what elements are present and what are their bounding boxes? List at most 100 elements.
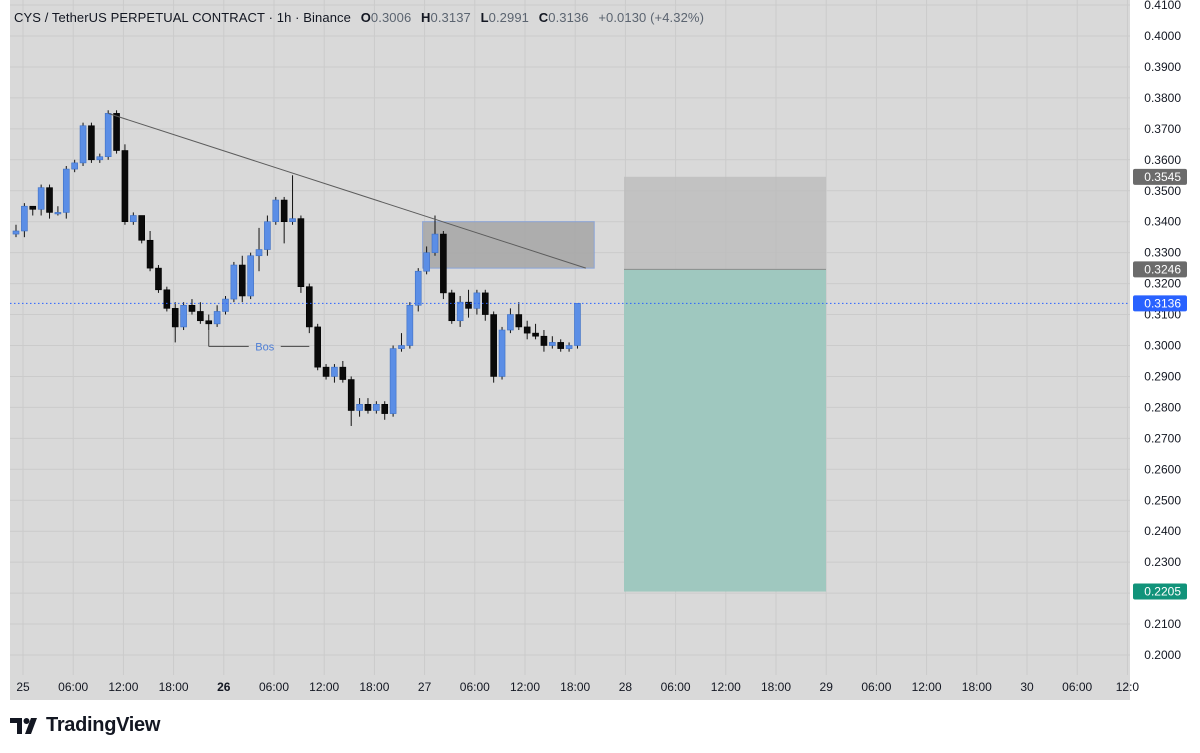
price-axis-background — [1130, 0, 1200, 700]
candle-up — [21, 205, 28, 232]
candle-down — [113, 113, 120, 151]
open-key: O — [360, 10, 371, 25]
y-tick-label: 0.3900 — [1144, 60, 1181, 74]
y-tick-label: 0.3500 — [1144, 184, 1181, 198]
candle-up — [507, 314, 514, 331]
x-tick-label: 06:00 — [661, 680, 691, 694]
tradingview-brand[interactable]: TradingView — [10, 714, 160, 737]
x-tick-label: 12:00 — [108, 680, 138, 694]
header-separator: · — [268, 10, 277, 25]
candle-up — [130, 215, 137, 222]
target-price-badge — [1133, 583, 1187, 600]
candle-up — [423, 252, 430, 272]
candle-up — [289, 218, 296, 222]
close-value: 0.3136 — [548, 10, 589, 25]
x-tick-label: 12:00 — [510, 680, 540, 694]
candle-up — [71, 162, 78, 170]
high-key: H — [421, 10, 431, 25]
candle-down — [465, 301, 472, 309]
x-tick-label: 06:00 — [58, 680, 88, 694]
candle-up — [255, 249, 263, 257]
exchange-label: Binance — [303, 10, 351, 25]
stop-loss-zone — [624, 176, 826, 270]
x-tick-label: 25 — [16, 680, 30, 694]
candle-down — [197, 311, 204, 322]
candle-down — [138, 215, 145, 241]
candles-layer — [12, 110, 581, 426]
candle-down — [163, 289, 171, 309]
x-tick-label: 06:00 — [259, 680, 289, 694]
y-tick-label: 0.3400 — [1144, 215, 1181, 229]
candle-down — [381, 404, 389, 414]
time-axis[interactable]: 25 06:00 12:00 18:00 26 06:00 12:00 18:00 27 06:0… — [16, 680, 1139, 694]
candle-down — [238, 264, 246, 297]
supply-zone-box — [422, 221, 595, 269]
y-tick-label: 0.2000 — [1144, 648, 1181, 662]
change-value: +0.0130 (+4.32%) — [598, 10, 705, 25]
candle-up — [473, 292, 481, 309]
candle-up — [79, 125, 87, 164]
y-tick-label: 0.2400 — [1144, 524, 1181, 538]
candle-down — [46, 187, 53, 213]
entry-price-badge-text: 0.3246 — [1144, 262, 1181, 276]
y-tick-label: 0.3300 — [1144, 246, 1181, 260]
candle-down — [515, 314, 523, 328]
entry-price-badge — [1133, 261, 1187, 278]
candle-up — [373, 404, 380, 411]
interval-label[interactable]: 1h — [276, 10, 292, 25]
time-axis-background — [10, 675, 1130, 700]
candle-down — [339, 366, 347, 380]
candle-up — [431, 233, 439, 253]
x-tick-label: 18:00 — [159, 680, 189, 694]
candle-down — [280, 199, 288, 223]
candle-down — [314, 326, 321, 368]
x-tick-label: 28 — [619, 680, 633, 694]
x-tick-label: 12:00 — [309, 680, 339, 694]
candle-up — [456, 301, 464, 322]
candle-up — [96, 156, 104, 161]
candle-up — [230, 264, 238, 300]
x-tick-label: 06:00 — [460, 680, 490, 694]
candle-down — [29, 205, 37, 210]
y-tick-label: 0.2600 — [1144, 462, 1181, 476]
y-tick-label: 0.3600 — [1144, 153, 1181, 167]
brand-name: TradingView — [46, 714, 161, 736]
candle-up — [12, 230, 20, 235]
x-tick-label: 26 — [217, 680, 231, 694]
y-tick-label: 0.2700 — [1144, 431, 1181, 445]
price-axis[interactable]: 0.20000.21000.22000.23000.24000.25000.26… — [1133, 0, 1187, 662]
candle-down — [440, 233, 447, 294]
candle-down — [205, 320, 213, 325]
x-tick-label: 06:00 — [1062, 680, 1092, 694]
x-tick-label: 18:00 — [761, 680, 791, 694]
symbol-name[interactable]: CYS / TetherUS PERPETUAL CONTRACT — [14, 10, 265, 25]
candle-up — [37, 187, 45, 210]
candle-up — [247, 255, 254, 297]
x-tick-label: 18:00 — [962, 680, 992, 694]
take-profit-zone — [624, 269, 826, 592]
candle-down — [557, 342, 565, 349]
candle-up — [498, 329, 506, 377]
x-tick-label: 06:00 — [861, 680, 891, 694]
header-separator: · — [295, 10, 304, 25]
candle-down — [155, 267, 162, 291]
x-tick-label: 27 — [418, 680, 432, 694]
candle-up — [574, 303, 581, 346]
candle-down — [322, 366, 330, 377]
candle-up — [62, 168, 70, 213]
x-tick-label: 30 — [1020, 680, 1034, 694]
y-tick-label: 0.2500 — [1144, 493, 1181, 507]
candle-down — [146, 239, 154, 269]
candle-down — [540, 335, 548, 346]
candle-up — [414, 270, 422, 306]
candle-up — [549, 342, 556, 346]
stop-price-badge-text: 0.3545 — [1144, 170, 1181, 184]
candle-down — [305, 286, 313, 328]
y-tick-label: 0.3800 — [1144, 91, 1181, 105]
y-tick-label: 0.2100 — [1144, 617, 1181, 631]
candle-up — [104, 113, 112, 158]
candle-down — [523, 326, 531, 334]
bos-label: Bos — [255, 341, 274, 353]
